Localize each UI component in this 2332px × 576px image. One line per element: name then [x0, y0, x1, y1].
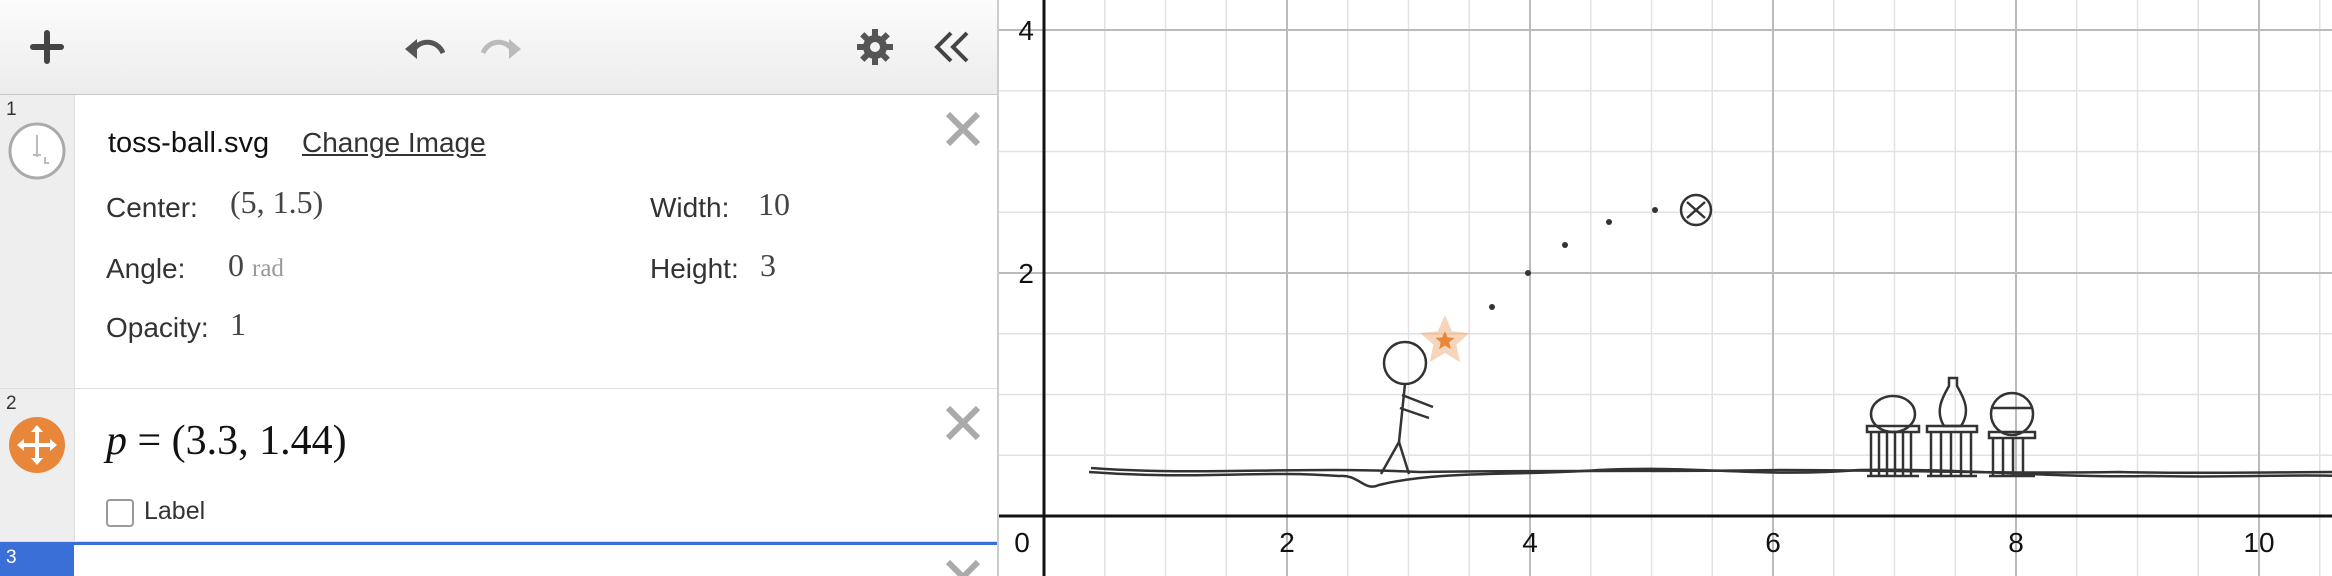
undo-icon: [405, 39, 446, 59]
angle-unit: rad: [252, 255, 284, 282]
y-tick-label: 4: [1018, 15, 1034, 46]
minor-gridlines: [999, 0, 2332, 576]
y-tick-label: 2: [1018, 258, 1034, 289]
fishbowl-on-pedestal: [1987, 391, 2037, 478]
point-star-icon[interactable]: [1435, 331, 1455, 350]
vase-on-pedestal: [1925, 376, 1979, 478]
delete-expression-button[interactable]: [943, 403, 983, 448]
y-tick-labels: 24: [1018, 15, 1034, 289]
collapse-panel-button[interactable]: [926, 24, 976, 70]
width-label: Width:: [650, 192, 730, 223]
image-thumbnail-icon[interactable]: [7, 121, 67, 181]
point-p-marker[interactable]: [1420, 315, 1470, 363]
image-filename: toss-ball.svg: [108, 127, 270, 159]
center-label: Center:: [106, 192, 198, 223]
height-value[interactable]: 3: [760, 247, 776, 283]
x-tick-label: 0: [1014, 527, 1030, 558]
formula-expression: = (3.3, 1.44): [137, 418, 347, 464]
expression-index: 1: [6, 99, 17, 120]
close-icon: [945, 559, 981, 576]
expression-gutter-active: 3: [0, 545, 74, 576]
expression-gutter: 1: [0, 95, 75, 388]
close-icon: [945, 111, 981, 147]
label-checkbox[interactable]: [106, 499, 134, 527]
toss-ball-image: [1088, 193, 2332, 488]
expression-image-row[interactable]: 1 toss-ball.svg Change Image Center: (5,…: [0, 95, 997, 389]
height-label: Height:: [650, 253, 739, 284]
add-expression-button[interactable]: [20, 24, 74, 70]
x-tick-label: 2: [1279, 527, 1295, 558]
x-tick-label: 10: [2243, 527, 2274, 558]
angle-label: Angle:: [106, 253, 186, 284]
expression-empty-row[interactable]: 3: [0, 542, 997, 576]
toolbar: [0, 0, 997, 95]
pumpkin-on-pedestal: [1865, 394, 1921, 478]
move-point-icon[interactable]: [7, 415, 67, 475]
x-tick-label: 4: [1522, 527, 1538, 558]
close-icon: [945, 405, 981, 441]
opacity-value[interactable]: 1: [230, 306, 246, 342]
expression-index: 3: [6, 547, 17, 568]
axes: [999, 0, 2332, 576]
redo-button[interactable]: [474, 24, 528, 70]
plus-icon: [30, 30, 64, 64]
expression-panel: 1 toss-ball.svg Change Image Center: (5,…: [0, 0, 999, 576]
double-chevron-left-icon: [934, 31, 969, 63]
graph-canvas[interactable]: 0 2 4 6 8 10 24: [999, 0, 2332, 576]
change-image-link[interactable]: Change Image: [302, 127, 486, 158]
x-tick-label: 6: [1765, 527, 1781, 558]
undo-button[interactable]: [398, 24, 452, 70]
angle-value[interactable]: 0: [228, 247, 244, 283]
center-value[interactable]: (5, 1.5): [230, 184, 324, 220]
settings-button[interactable]: [850, 24, 900, 70]
label-checkbox-text: Label: [144, 497, 206, 525]
formula-variable: p: [106, 418, 127, 464]
redo-icon: [480, 39, 521, 59]
gear-icon: [857, 29, 893, 65]
point-formula[interactable]: p = (3.3, 1.44): [106, 417, 347, 465]
major-gridlines: [999, 0, 2332, 576]
expression-point-row[interactable]: 2 p = (3.3, 1.44) Label: [0, 389, 997, 542]
expression-index: 2: [6, 393, 17, 414]
opacity-label: Opacity:: [106, 312, 209, 343]
x-tick-label: 8: [2008, 527, 2024, 558]
x-tick-labels: 0 2 4 6 8 10: [1014, 527, 2274, 558]
delete-expression-button[interactable]: [943, 557, 983, 576]
expression-input[interactable]: [78, 545, 937, 576]
expression-gutter: 2: [0, 389, 75, 541]
delete-expression-button[interactable]: [943, 109, 983, 154]
width-value[interactable]: 10: [758, 186, 790, 222]
